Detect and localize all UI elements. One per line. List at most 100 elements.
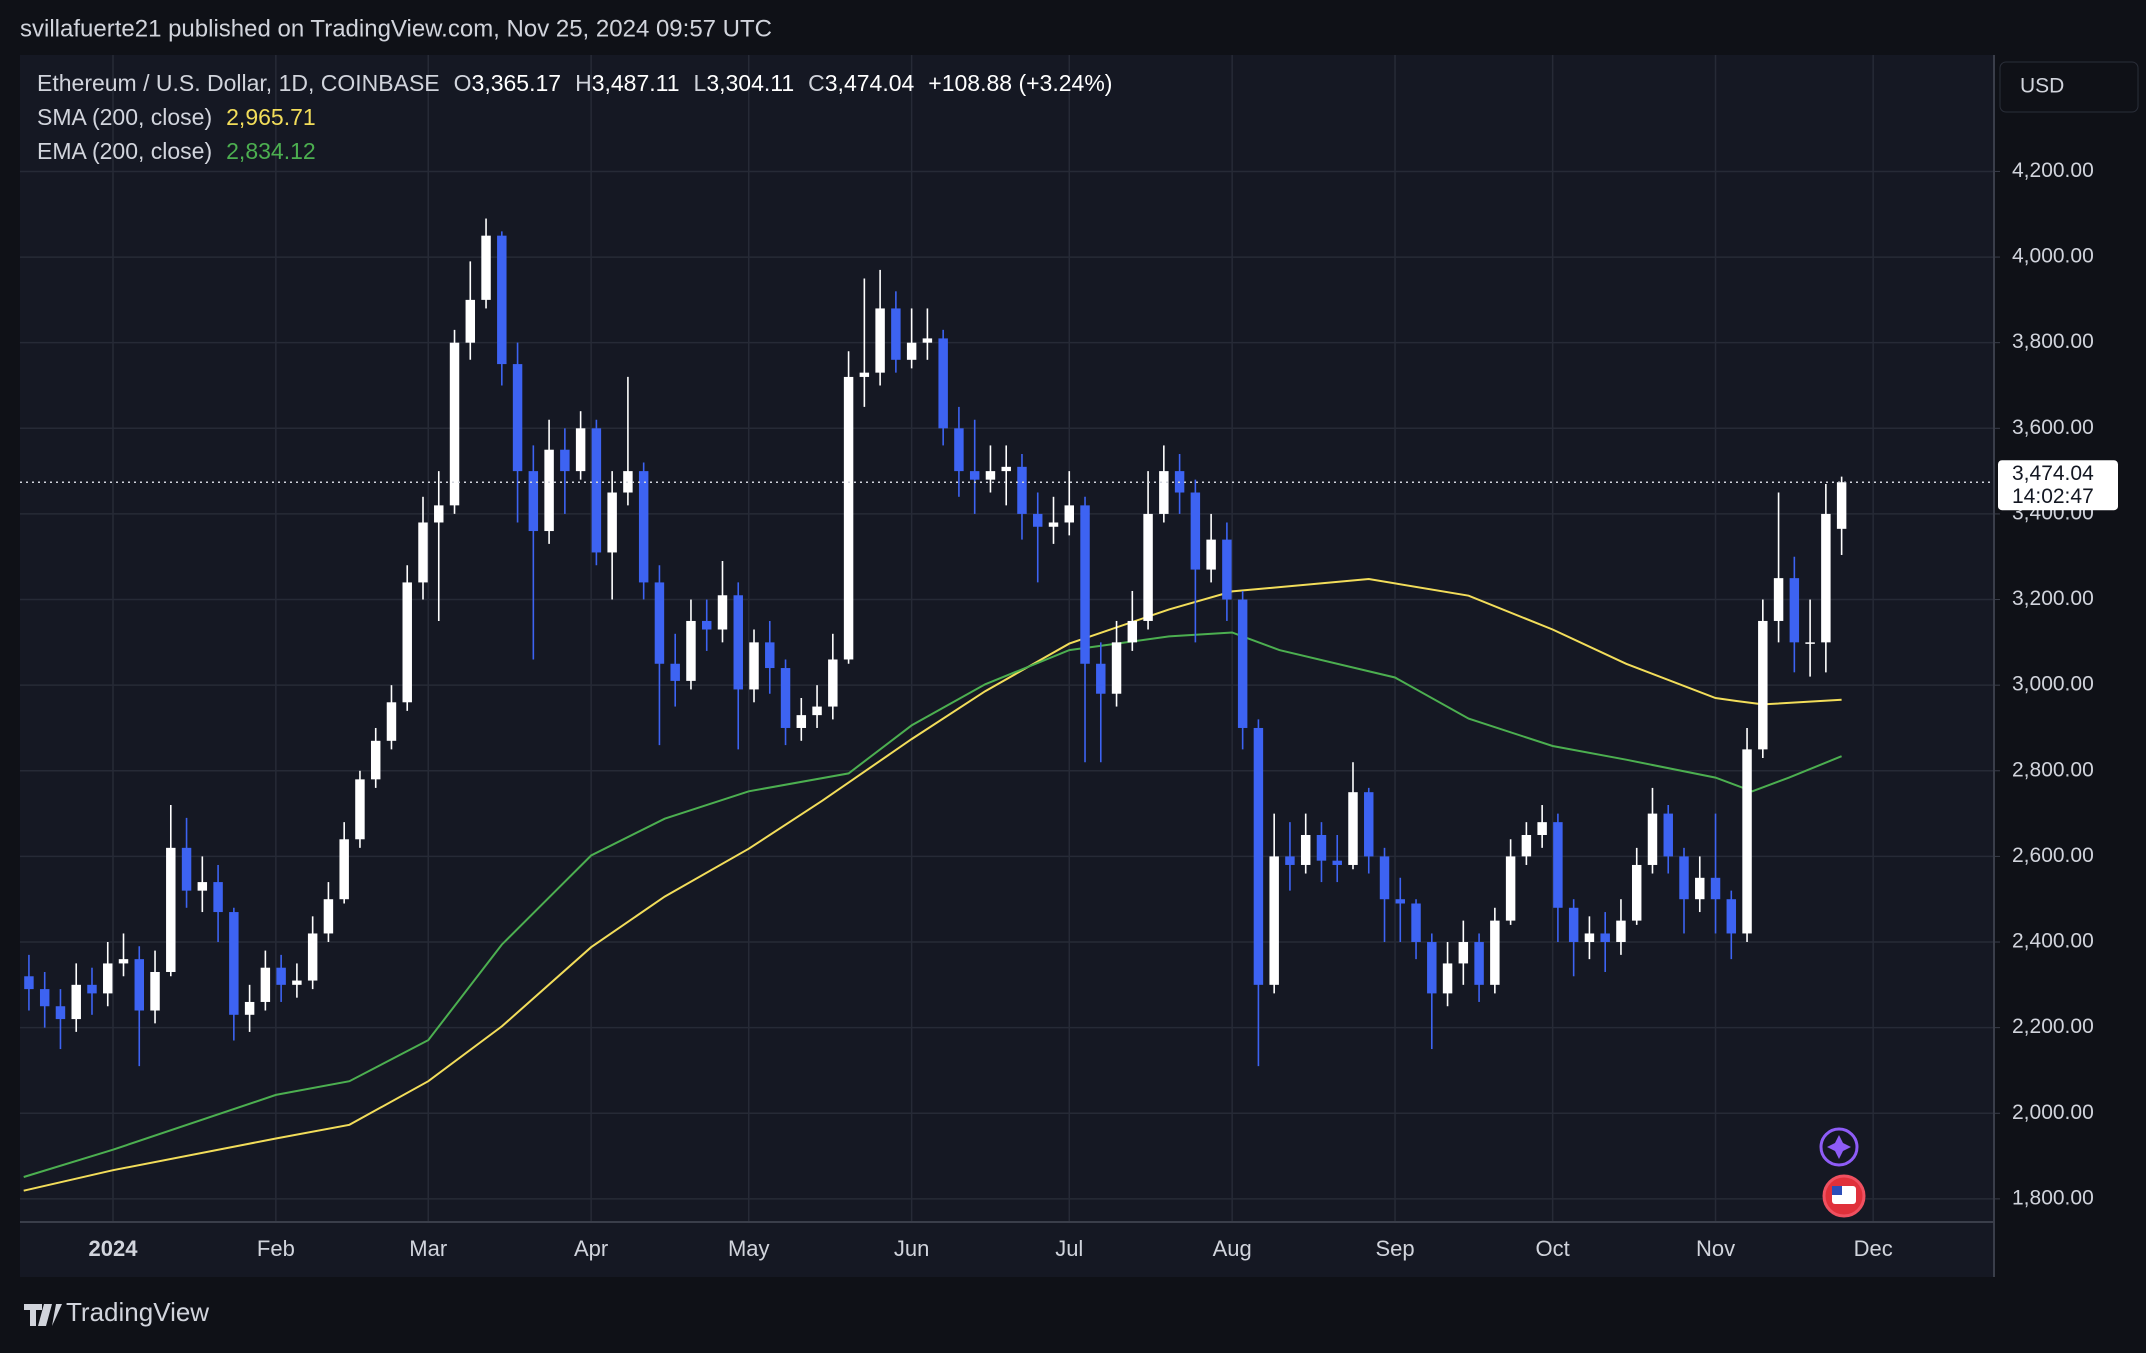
candle-body [1206,539,1216,570]
candle-body [1222,539,1232,600]
y-tick-label: 3,800.00 [2012,330,2094,353]
x-tick-label: Oct [1536,1236,1570,1261]
candle-body [1096,663,1106,694]
candle-body [591,428,602,553]
candle-body [1836,482,1847,529]
candle-body [1631,864,1642,921]
candle-body [465,299,476,343]
legend-value: 2,834.12 [226,138,316,164]
candle-body [1348,792,1358,865]
candle-body [1253,727,1264,985]
candle-body [1269,856,1279,985]
candle-body [134,959,144,1011]
candle-body [1237,599,1248,728]
x-tick-label: 2024 [89,1236,139,1261]
legend-symbol: Ethereum / U.S. Dollar, 1D, COINBASE O3,3… [37,70,1112,96]
candle-body [1364,792,1374,857]
header-text: svillafuerte21 published on TradingView.… [20,15,772,42]
currency-box[interactable] [1999,61,2139,113]
candle-body [1773,578,1784,621]
candle-body [1474,942,1484,985]
candle-body [213,882,223,913]
candle-body [1332,860,1342,865]
candle-body [355,779,365,840]
candle-body [103,963,113,994]
candle-body [828,659,838,707]
candle-body [244,1001,255,1015]
candle-body [891,308,901,360]
brand-logo [24,1304,62,1326]
candle-body [1458,942,1469,964]
candle-body [434,505,444,523]
candle-body [544,449,554,532]
candle-body [1584,933,1595,943]
candle-body [370,740,381,780]
candle-body [749,642,759,690]
candle-body [402,582,412,703]
candle-body [418,522,428,583]
x-tick-label: Sep [1375,1236,1414,1261]
candle-body [118,959,129,964]
y-tick-label: 4,000.00 [2012,245,2094,268]
candle-body [1726,899,1737,934]
plot [20,55,2000,1222]
candle-body [1442,963,1453,994]
candle-body [575,428,586,472]
legend-ohlc-key: O [454,70,472,96]
candle-body [1663,813,1673,857]
candle-body [560,449,570,472]
candle-body [229,912,239,1015]
legend-entry: EMA (200, close) 2,834.12 [37,138,316,164]
candle-body [1521,834,1532,857]
legend-name: EMA (200, close) [37,138,212,164]
price-tag [1998,460,2118,511]
price-tag-value: 3,474.04 [2012,462,2094,485]
candle-body [292,980,302,985]
legend-ohlc-value: 3,304.11 [706,70,794,96]
currency-label[interactable]: USD [2020,75,2064,98]
candle-body [1568,907,1579,943]
legend-name: SMA (200, close) [37,104,212,130]
candle-body [1647,813,1658,865]
y-tick-label: 4,200.00 [2012,159,2094,182]
candle-body [1127,620,1138,643]
candle-body [1742,749,1752,934]
candle-body [1064,505,1074,523]
candle-body [670,663,680,681]
candle-body [1395,899,1406,904]
candle-body [701,620,712,630]
candle-body [528,471,539,532]
candle-body [1111,642,1122,694]
ai-icon[interactable] [1819,1127,1859,1167]
candle-body [686,620,696,681]
candle-body [1553,822,1563,908]
candle-body [260,967,271,1002]
x-tick-label: Mar [409,1236,447,1261]
y-tick-label: 2,800.00 [2012,758,2094,781]
candle-body [954,428,964,472]
x-tick-label: Nov [1696,1236,1735,1261]
legend-ohlc-key: C [808,70,825,96]
candle-body [497,235,507,365]
y-tick-label: 1,800.00 [2012,1186,2094,1209]
candle-body [1805,642,1815,644]
candle-body [1427,942,1437,994]
brand-name: TradingView [66,1297,209,1327]
candle-body [71,984,81,1020]
candle-body [449,342,460,506]
candle-body [906,342,917,360]
candle-body [1679,856,1689,900]
candle-body [1490,920,1500,985]
candle-body [1048,522,1059,527]
legend-change: +108.88 (+3.24%) [928,70,1112,96]
x-tick-label: May [728,1236,770,1261]
legend-ohlc-value: 3,474.04 [825,70,915,96]
ai-icon-star [1827,1135,1851,1159]
ma-line [23,577,1842,1192]
candle-body [1695,877,1705,900]
legend-entry: SMA (200, close) 2,965.71 [37,104,316,130]
price-tag-countdown: 14:02:47 [2012,485,2094,508]
candle-body [1190,492,1201,570]
candle-body [1001,466,1011,472]
